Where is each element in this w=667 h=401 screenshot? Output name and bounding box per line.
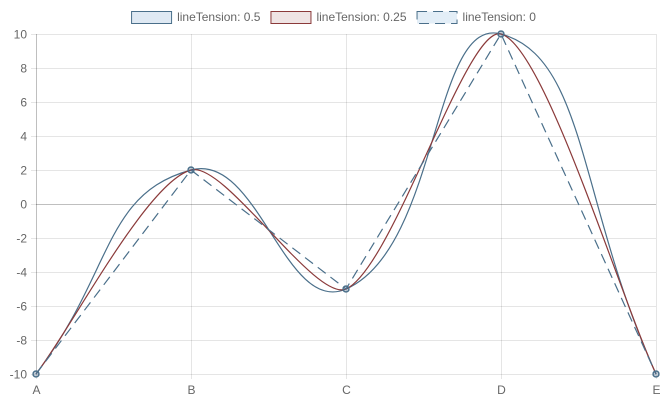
series-line	[35, 33, 657, 375]
legend-swatch	[270, 11, 312, 24]
series-2	[35, 32, 657, 375]
y-tick-label: 4	[20, 130, 27, 144]
y-tick-label: -4	[16, 266, 27, 280]
data-point[interactable]	[187, 166, 195, 174]
data-point[interactable]	[497, 30, 505, 38]
x-tick-label: A	[32, 383, 40, 397]
x-tick-label: B	[187, 383, 195, 397]
x-tick-label: C	[342, 383, 351, 397]
y-tick-label: -6	[16, 300, 27, 314]
legend[interactable]: lineTension: 0.5 lineTension: 0.25 lineTen…	[131, 10, 537, 24]
legend-label: lineTension: 0	[463, 10, 537, 24]
series-group	[32, 30, 660, 378]
data-point[interactable]	[652, 370, 660, 378]
y-tick-label: 8	[20, 62, 27, 76]
y-tick-label: 6	[20, 96, 27, 110]
y-tick-label: -8	[16, 334, 27, 348]
x-tick-label: E	[652, 383, 660, 397]
series-0	[35, 32, 657, 375]
legend-swatch	[416, 11, 458, 24]
y-tick-label: -2	[16, 232, 27, 246]
series-line	[35, 32, 657, 375]
grid	[31, 34, 657, 379]
legend-item-2[interactable]: lineTension: 0	[416, 10, 537, 24]
legend-item-0[interactable]: lineTension: 0.5	[131, 10, 261, 24]
axes: 10 8 6 4 2 0 -2 -4 -6 -8 -10 A B C D E	[10, 28, 661, 398]
legend-item-1[interactable]: lineTension: 0.25	[270, 10, 407, 24]
y-tick-label: 10	[14, 28, 28, 42]
legend-label: lineTension: 0.5	[177, 10, 261, 24]
series-1	[35, 33, 657, 375]
data-point[interactable]	[342, 285, 350, 293]
series-line	[35, 32, 657, 375]
x-tick-label: D	[497, 383, 506, 397]
y-tick-label: 2	[20, 164, 27, 178]
y-tick-label: 0	[20, 198, 27, 212]
data-point[interactable]	[32, 370, 40, 378]
legend-label: lineTension: 0.25	[316, 10, 406, 24]
legend-swatch	[131, 11, 173, 24]
y-tick-label: -10	[10, 368, 28, 382]
